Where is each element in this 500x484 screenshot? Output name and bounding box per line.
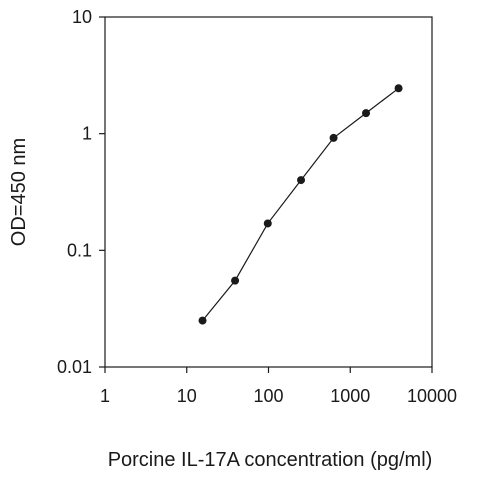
x-axis-label: Porcine IL-17A concentration (pg/ml) <box>108 449 433 471</box>
data-point <box>263 219 272 228</box>
data-point <box>362 109 371 118</box>
y-tick-label: 0.01 <box>57 357 92 377</box>
data-point <box>394 84 403 93</box>
plot-area-frame <box>104 16 433 368</box>
x-tick-label: 1000 <box>330 386 370 406</box>
x-tick-label: 100 <box>253 386 283 406</box>
y-tick-label: 1 <box>82 124 92 144</box>
data-point <box>329 133 338 142</box>
data-point <box>297 176 306 185</box>
series-line <box>202 87 399 321</box>
y-axis-label: OD=450 nm <box>8 138 30 246</box>
y-axis: 0.01 0.1 1 10 <box>57 7 105 377</box>
series-layer <box>198 84 403 325</box>
x-tick-label: 10000 <box>407 386 457 406</box>
x-tick-label: 10 <box>177 386 197 406</box>
data-point <box>198 316 207 325</box>
x-axis: 1 10 100 1000 10000 <box>100 367 457 406</box>
data-point <box>231 276 240 285</box>
x-tick-label: 1 <box>100 386 110 406</box>
y-tick-label: 0.1 <box>67 240 92 260</box>
y-tick-label: 10 <box>72 7 92 27</box>
